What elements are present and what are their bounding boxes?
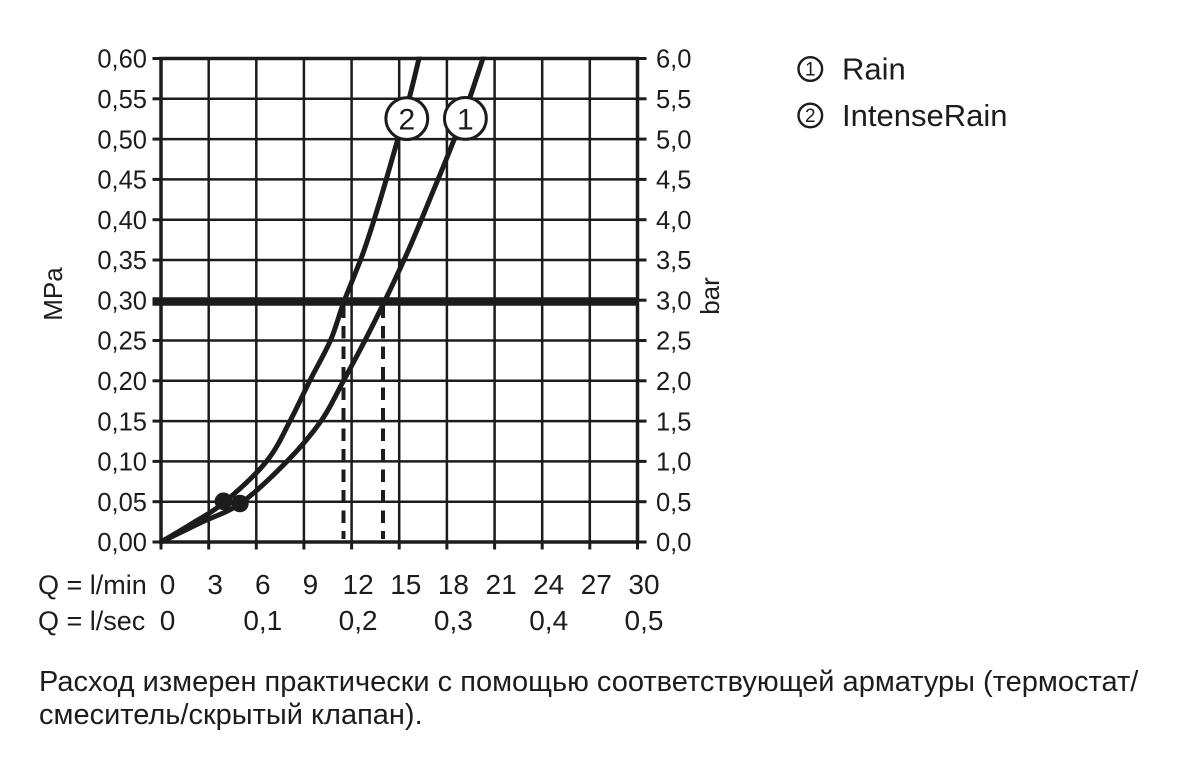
svg-text:3,0: 3,0 [656,287,691,315]
svg-text:24: 24 [533,569,564,600]
svg-text:5,0: 5,0 [656,126,691,154]
svg-text:2,0: 2,0 [656,368,691,396]
svg-text:30: 30 [628,569,659,600]
svg-text:9: 9 [303,569,319,600]
svg-text:0,25: 0,25 [97,328,147,356]
svg-text:Q = l/sec: Q = l/sec [38,606,145,636]
svg-text:0,0: 0,0 [656,529,691,557]
svg-text:0,3: 0,3 [434,605,473,636]
svg-text:MPa: MPa [38,267,68,321]
svg-text:2,5: 2,5 [656,328,691,356]
svg-text:2: 2 [805,106,816,127]
svg-text:0,05: 0,05 [97,489,147,517]
svg-text:0,5: 0,5 [625,605,664,636]
svg-text:4,0: 4,0 [656,207,691,235]
svg-text:6: 6 [255,569,271,600]
svg-text:1: 1 [805,60,816,81]
svg-text:0,10: 0,10 [97,449,147,477]
svg-text:0,55: 0,55 [97,86,147,114]
svg-text:4,5: 4,5 [656,167,691,195]
svg-text:0,50: 0,50 [97,126,147,154]
svg-text:0,20: 0,20 [97,368,147,396]
svg-text:6,0: 6,0 [656,46,691,74]
svg-text:1,0: 1,0 [656,449,691,477]
svg-text:bar: bar [695,277,725,315]
svg-text:3: 3 [207,569,223,600]
svg-text:15: 15 [390,569,421,600]
svg-text:0,15: 0,15 [97,408,147,436]
svg-text:1,5: 1,5 [656,408,691,436]
svg-text:Rain: Rain [842,52,906,87]
svg-text:Q = l/min: Q = l/min [38,570,147,600]
svg-text:1: 1 [457,104,474,137]
svg-text:27: 27 [581,569,612,600]
svg-text:IntenseRain: IntenseRain [842,98,1007,133]
svg-text:21: 21 [486,569,517,600]
svg-text:2: 2 [398,104,415,137]
svg-text:0,40: 0,40 [97,207,147,235]
svg-text:0,60: 0,60 [97,46,147,74]
svg-text:0,2: 0,2 [339,605,378,636]
svg-text:0,5: 0,5 [656,489,691,517]
svg-text:0: 0 [160,569,176,600]
svg-text:0: 0 [160,605,176,636]
svg-text:18: 18 [438,569,469,600]
svg-text:0,1: 0,1 [243,605,282,636]
svg-text:5,5: 5,5 [656,86,691,114]
svg-text:0,00: 0,00 [97,529,147,557]
svg-text:0,45: 0,45 [97,167,147,195]
svg-text:0,4: 0,4 [529,605,568,636]
svg-text:0,35: 0,35 [97,247,147,275]
svg-text:12: 12 [343,569,374,600]
svg-text:3,5: 3,5 [656,247,691,275]
svg-text:0,30: 0,30 [97,287,147,315]
